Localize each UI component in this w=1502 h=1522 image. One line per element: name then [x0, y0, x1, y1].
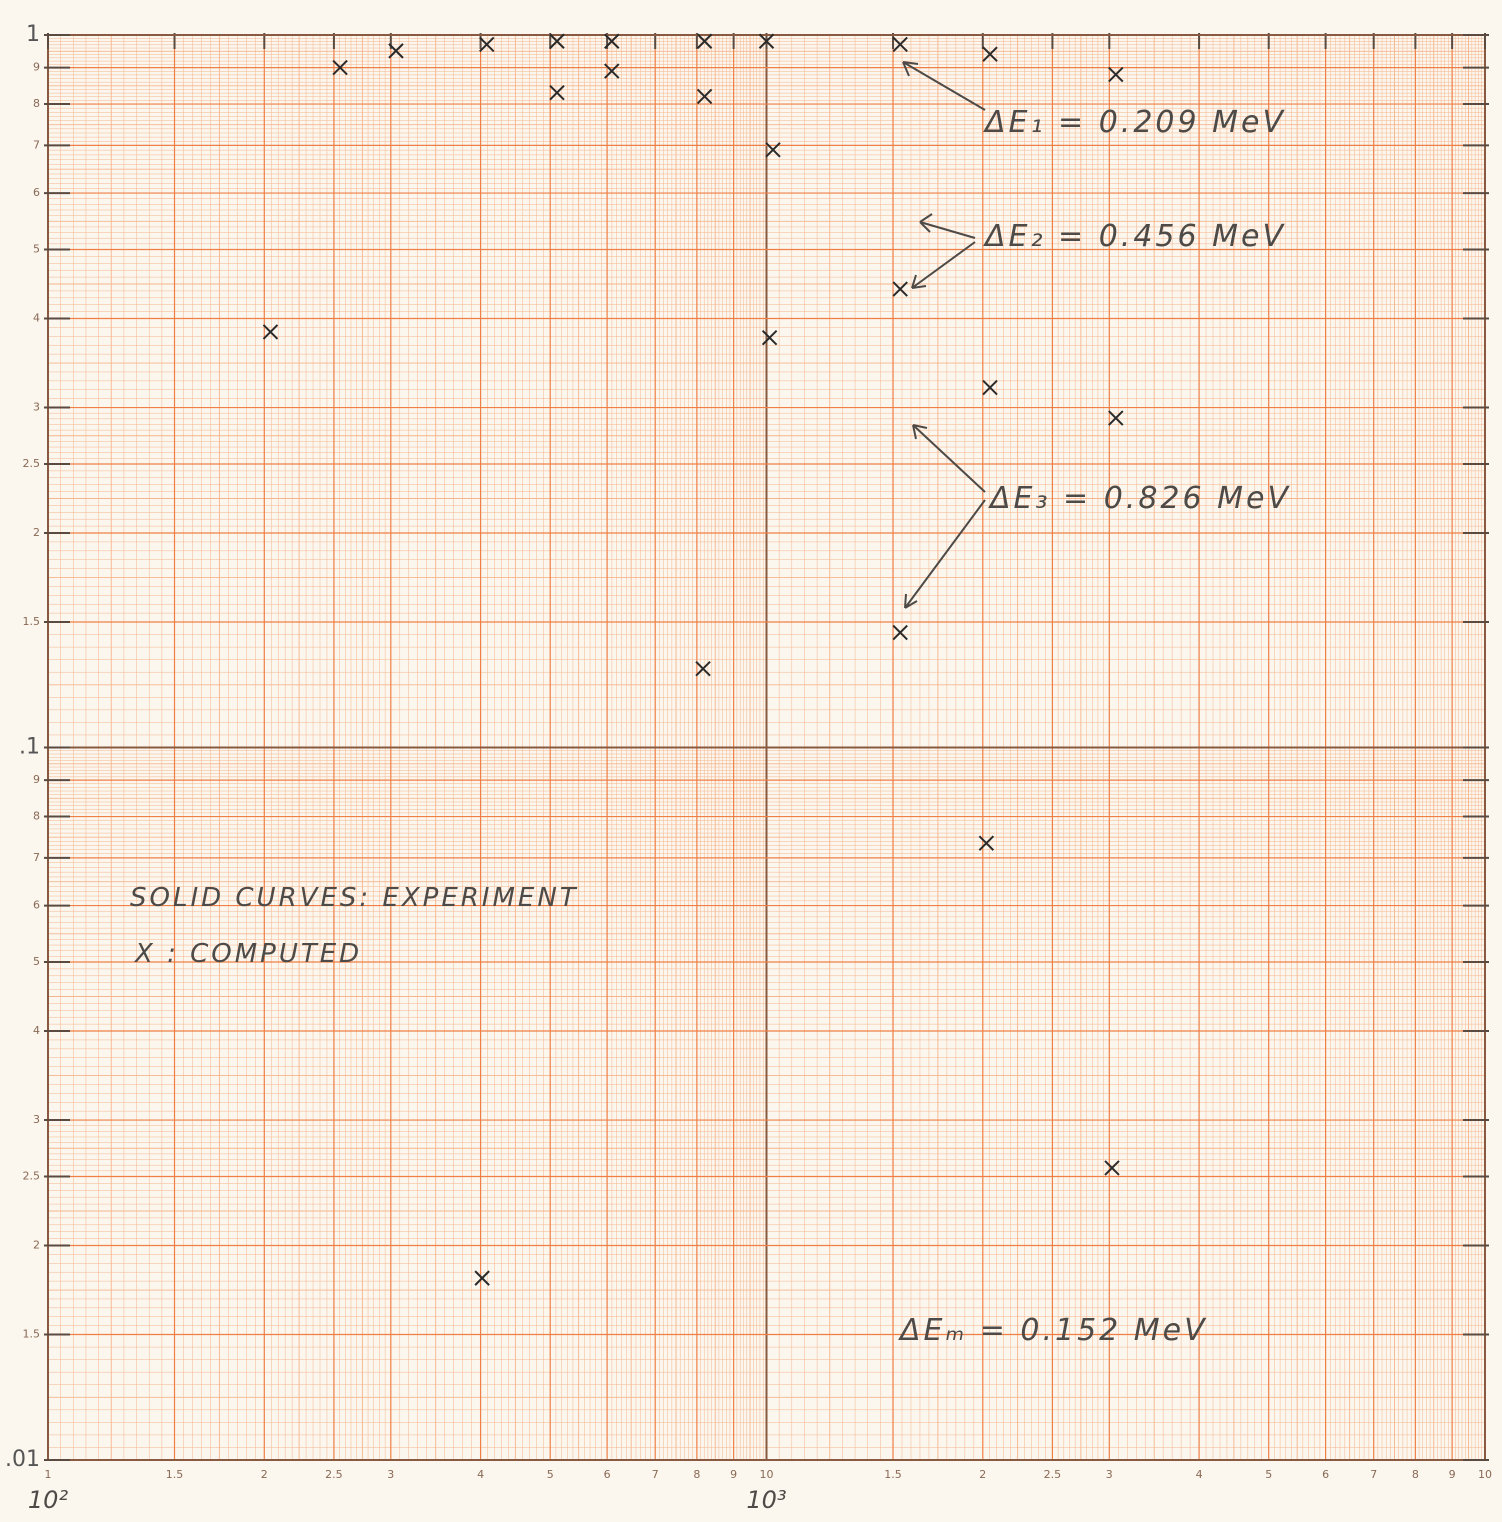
- x-tick-label: 7: [652, 1468, 659, 1481]
- y-tick-label: 7: [33, 138, 40, 151]
- y-tick-label: 9: [33, 773, 40, 786]
- x-tick-label: 1: [45, 1468, 52, 1481]
- x-tick-label: 1.5: [884, 1468, 902, 1481]
- y-tick-label: 3: [33, 401, 40, 414]
- x-tick-label: 7: [1370, 1468, 1377, 1481]
- y-tick-label: 5: [33, 955, 40, 968]
- y-tick-label: 6: [33, 186, 40, 199]
- x-tick-label: 3: [1106, 1468, 1113, 1481]
- annotation: ΔE₃ = 0.826 MeV: [988, 481, 1291, 516]
- x-tick-label: 6: [1322, 1468, 1329, 1481]
- annotation: SOLID CURVES: EXPERIMENT: [130, 883, 579, 913]
- x-tick-label: 5: [1265, 1468, 1272, 1481]
- x-tick-label: 4: [477, 1468, 484, 1481]
- y-tick-label: 8: [33, 97, 40, 110]
- x-tick-label: 8: [1412, 1468, 1419, 1481]
- y-tick-label: 4: [33, 1024, 40, 1037]
- y-tick-label: 8: [33, 810, 40, 823]
- y-tick-label: 6: [33, 899, 40, 912]
- x-tick-label: 2.5: [1044, 1468, 1062, 1481]
- y-tick-label: 2.5: [23, 457, 41, 470]
- y-tick-label: .01: [5, 1447, 40, 1472]
- y-tick-label: 1.5: [23, 615, 41, 628]
- chart: 1 1.5 2 2.5 3 4 5 6 7 8 9 10 1.5 2 2.5 3 4 5 6 7 8 9 10 .01 1.5 2…: [0, 0, 1502, 1522]
- x-decade-label: 10³: [746, 1486, 786, 1514]
- x-tick-label: 8: [693, 1468, 700, 1481]
- y-tick-label: 1: [26, 22, 40, 47]
- y-tick-label: 2: [33, 1239, 40, 1252]
- y-tick-label: 2.5: [23, 1169, 41, 1182]
- x-tick-label: 6: [604, 1468, 611, 1481]
- y-tick-label: 5: [33, 242, 40, 255]
- annotation: X : COMPUTED: [133, 939, 362, 969]
- y-tick-label: 1.5: [23, 1328, 41, 1341]
- x-tick-label: 2: [261, 1468, 268, 1481]
- y-tick-label: .1: [19, 735, 40, 760]
- x-tick-label: 5: [547, 1468, 554, 1481]
- y-tick-label: 2: [33, 526, 40, 539]
- x-tick-label: 3: [387, 1468, 394, 1481]
- x-tick-label: 4: [1196, 1468, 1203, 1481]
- x-tick-label: 1.5: [166, 1468, 184, 1481]
- annotation: ΔEₘ = 0.152 MeV: [898, 1313, 1208, 1348]
- y-tick-label: 3: [33, 1113, 40, 1126]
- x-tick-label: 9: [1449, 1468, 1456, 1481]
- annotation: ΔE₁ = 0.209 MeV: [983, 105, 1286, 140]
- x-tick-label: 9: [730, 1468, 737, 1481]
- y-tick-label: 4: [33, 312, 40, 325]
- x-tick-label: 10: [1478, 1468, 1492, 1481]
- x-tick-label: 2: [979, 1468, 986, 1481]
- x-tick-label: 2.5: [325, 1468, 343, 1481]
- y-tick-label: 9: [33, 61, 40, 74]
- x-decade-label: 10²: [28, 1486, 69, 1514]
- x-tick-label: 10: [760, 1468, 774, 1481]
- annotation: ΔE₂ = 0.456 MeV: [983, 219, 1286, 254]
- y-tick-label: 7: [33, 851, 40, 864]
